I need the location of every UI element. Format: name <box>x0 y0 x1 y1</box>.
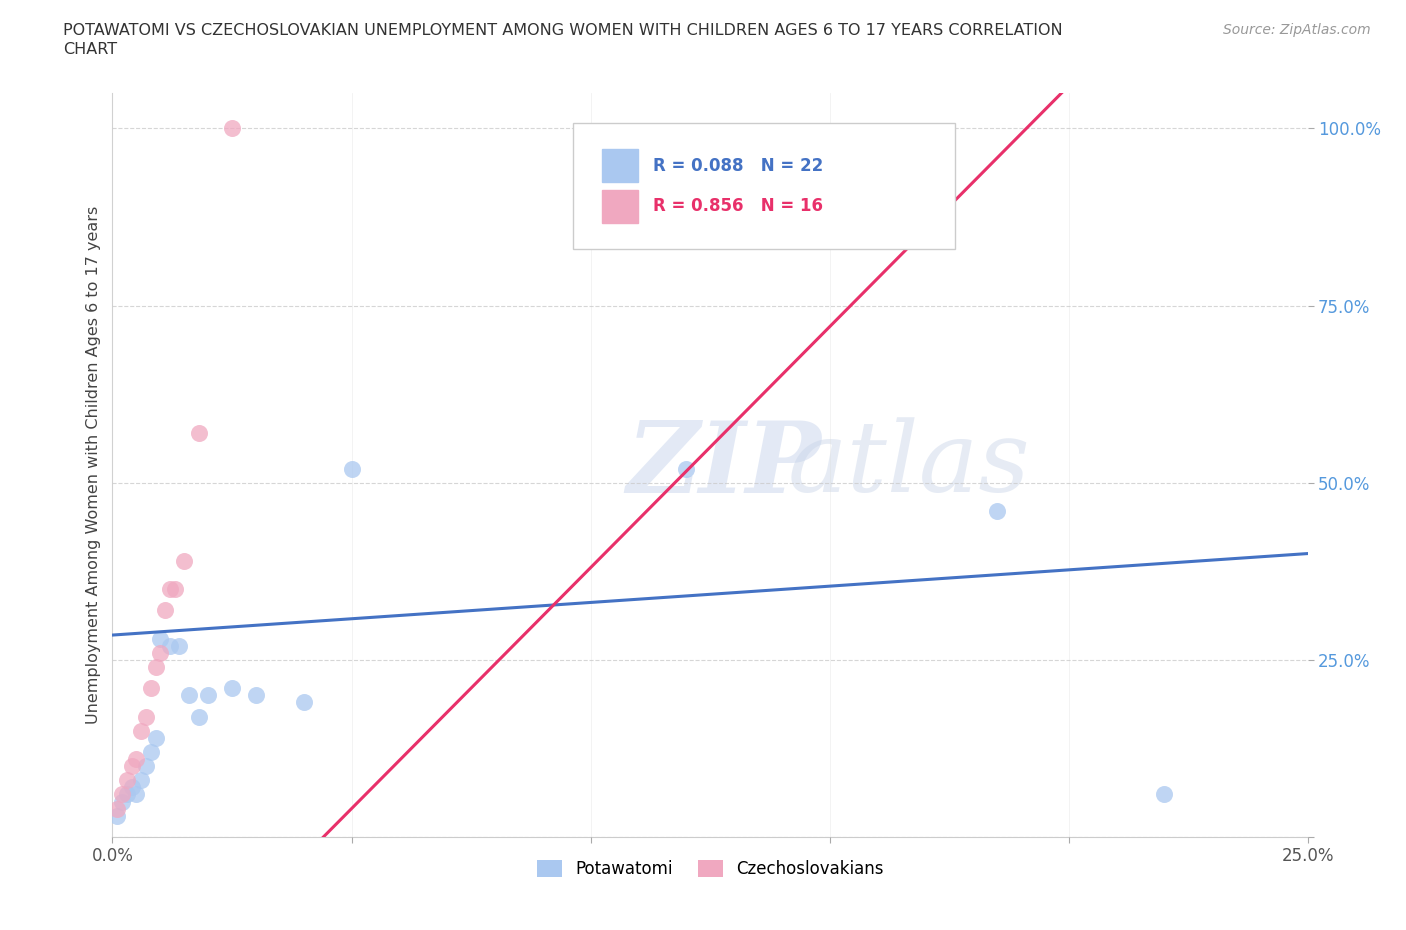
Point <box>139 745 162 760</box>
Point <box>187 426 209 441</box>
Point <box>105 802 128 817</box>
Point <box>173 553 195 568</box>
Point <box>163 581 186 596</box>
Text: ZIP: ZIP <box>627 417 821 513</box>
Point <box>177 688 200 703</box>
Point <box>292 695 315 710</box>
Point <box>111 794 134 809</box>
FancyBboxPatch shape <box>572 123 955 249</box>
Point <box>129 773 152 788</box>
Point <box>121 780 143 795</box>
Point <box>149 645 172 660</box>
Point <box>115 787 138 802</box>
Point <box>159 638 181 653</box>
Point <box>145 659 167 674</box>
Point <box>135 759 157 774</box>
Point <box>221 121 243 136</box>
Point <box>121 759 143 774</box>
Point <box>159 581 181 596</box>
Point <box>149 631 172 646</box>
Legend: Potawatomi, Czechoslovakians: Potawatomi, Czechoslovakians <box>530 853 890 884</box>
Point <box>675 461 697 476</box>
Bar <box>603 149 638 182</box>
Point <box>1153 787 1175 802</box>
Text: POTAWATOMI VS CZECHOSLOVAKIAN UNEMPLOYMENT AMONG WOMEN WITH CHILDREN AGES 6 TO 1: POTAWATOMI VS CZECHOSLOVAKIAN UNEMPLOYME… <box>63 23 1063 38</box>
Text: CHART: CHART <box>63 42 117 57</box>
Text: atlas: atlas <box>787 418 1031 512</box>
Point <box>986 504 1008 519</box>
Point <box>111 787 134 802</box>
Point <box>129 724 152 738</box>
Bar <box>603 190 638 223</box>
Point <box>139 681 162 696</box>
Point <box>135 709 157 724</box>
Point <box>125 751 148 766</box>
Text: Source: ZipAtlas.com: Source: ZipAtlas.com <box>1223 23 1371 37</box>
Point <box>125 787 148 802</box>
Text: R = 0.856   N = 16: R = 0.856 N = 16 <box>652 197 823 216</box>
Point <box>340 461 363 476</box>
Point <box>105 808 128 823</box>
Point <box>145 730 167 745</box>
Point <box>245 688 267 703</box>
Y-axis label: Unemployment Among Women with Children Ages 6 to 17 years: Unemployment Among Women with Children A… <box>86 206 101 724</box>
Point <box>197 688 219 703</box>
Text: R = 0.088   N = 22: R = 0.088 N = 22 <box>652 156 823 175</box>
Point <box>169 638 191 653</box>
Point <box>153 603 176 618</box>
Point <box>187 709 209 724</box>
Point <box>221 681 243 696</box>
Point <box>115 773 138 788</box>
